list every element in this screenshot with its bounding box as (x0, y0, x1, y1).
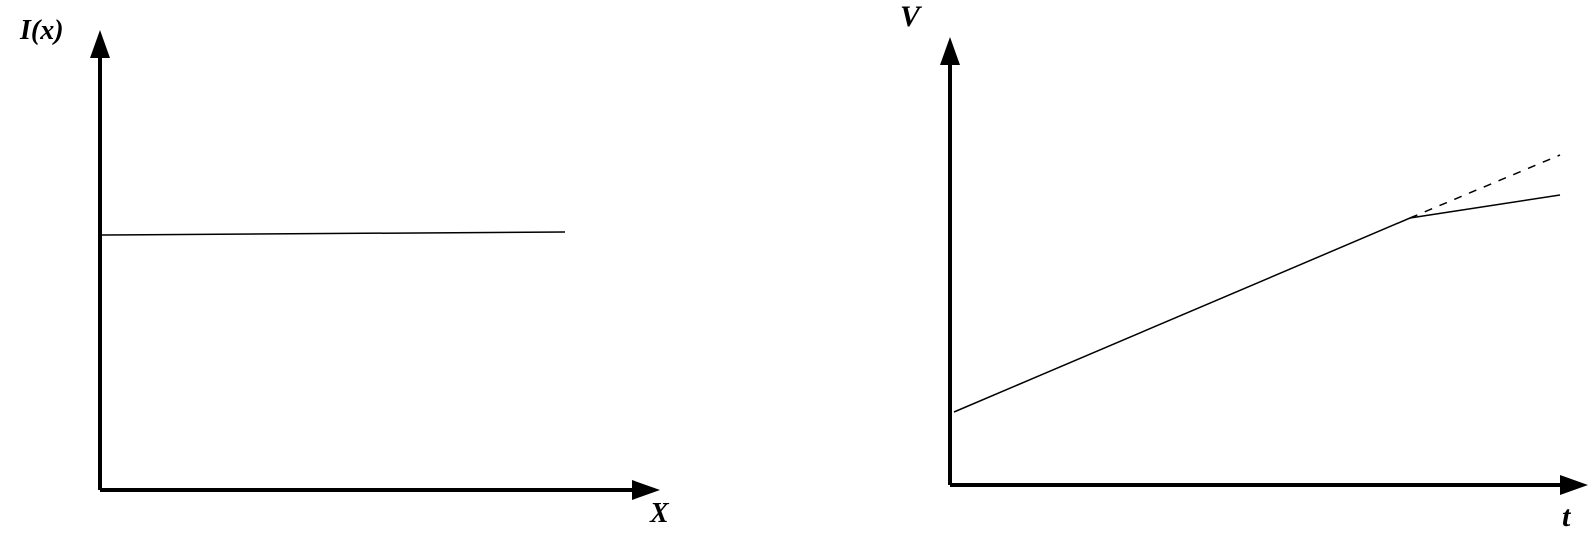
right-y-axis-arrowhead (940, 37, 960, 65)
right-chart-svg (890, 0, 1590, 540)
right-dashed-line (1410, 155, 1560, 218)
left-data-line (102, 232, 565, 235)
right-x-axis-arrowhead (1560, 475, 1588, 495)
left-chart: I(x) X (10, 10, 690, 520)
right-solid-line (954, 195, 1560, 412)
left-x-axis-arrowhead (632, 480, 660, 500)
left-y-axis-arrowhead (90, 30, 110, 58)
right-chart: V t (890, 0, 1590, 540)
left-chart-svg (10, 10, 690, 520)
